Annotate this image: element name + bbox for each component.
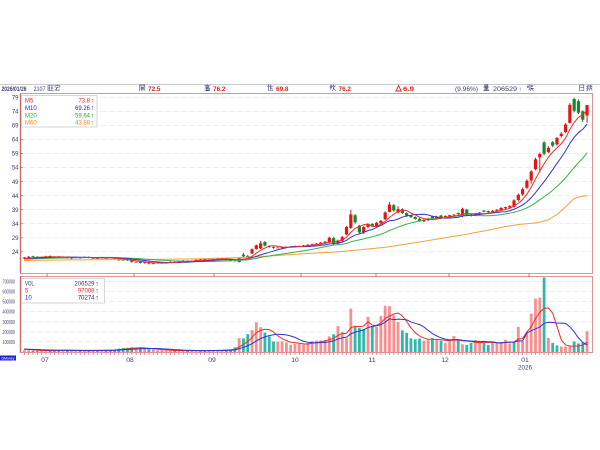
svg-text:↑: ↑ bbox=[95, 286, 99, 295]
svg-text:54: 54 bbox=[12, 166, 19, 172]
svg-text:07: 07 bbox=[41, 357, 49, 364]
svg-text:↑: ↑ bbox=[91, 96, 95, 105]
svg-text:DMoney: DMoney bbox=[2, 356, 15, 361]
svg-text:29: 29 bbox=[12, 236, 19, 242]
svg-text:09: 09 bbox=[208, 357, 216, 364]
svg-text:34: 34 bbox=[12, 222, 19, 228]
svg-text:100000: 100000 bbox=[3, 340, 16, 346]
svg-text:73.8: 73.8 bbox=[78, 99, 90, 105]
svg-text:01: 01 bbox=[521, 357, 529, 364]
svg-text:74: 74 bbox=[12, 110, 19, 116]
svg-text:600000: 600000 bbox=[3, 290, 16, 296]
svg-text:69.8: 69.8 bbox=[276, 87, 289, 93]
svg-text:49: 49 bbox=[12, 180, 19, 186]
svg-text:M5: M5 bbox=[25, 99, 34, 105]
svg-text:2026: 2026 bbox=[518, 365, 532, 372]
svg-text:700000: 700000 bbox=[3, 280, 16, 286]
svg-text:72.5: 72.5 bbox=[148, 87, 161, 93]
svg-text:200000: 200000 bbox=[3, 330, 16, 336]
svg-text:6.9: 6.9 bbox=[403, 87, 415, 93]
svg-text:70274: 70274 bbox=[78, 296, 95, 302]
svg-text:59: 59 bbox=[12, 152, 19, 158]
svg-text:69.26: 69.26 bbox=[75, 106, 91, 112]
svg-text:43.88: 43.88 bbox=[75, 121, 91, 127]
svg-text:M10: M10 bbox=[25, 106, 37, 112]
svg-text:500000: 500000 bbox=[3, 300, 16, 306]
svg-text:79: 79 bbox=[12, 95, 19, 101]
svg-text:(9.96%): (9.96%) bbox=[455, 87, 478, 93]
svg-text:2026/01/26: 2026/01/26 bbox=[2, 87, 28, 93]
svg-text:↑: ↑ bbox=[95, 293, 99, 302]
svg-text:97008: 97008 bbox=[78, 289, 95, 295]
svg-text:10: 10 bbox=[25, 296, 32, 302]
svg-text:↑: ↑ bbox=[91, 118, 95, 127]
svg-text:69: 69 bbox=[12, 124, 19, 130]
svg-text:39: 39 bbox=[12, 208, 19, 214]
svg-text:24: 24 bbox=[12, 250, 19, 256]
svg-text:400000: 400000 bbox=[3, 310, 16, 316]
svg-text:206529: 206529 bbox=[493, 87, 518, 93]
svg-text:76.2: 76.2 bbox=[339, 87, 352, 93]
svg-text:VOL: VOL bbox=[25, 282, 34, 288]
svg-text:76.2: 76.2 bbox=[213, 87, 226, 93]
svg-text:08: 08 bbox=[126, 357, 134, 364]
svg-text:64: 64 bbox=[12, 138, 19, 144]
svg-text:206529: 206529 bbox=[74, 282, 95, 288]
svg-text:44: 44 bbox=[12, 194, 19, 200]
svg-text:11: 11 bbox=[368, 357, 376, 364]
svg-text:↑: ↑ bbox=[91, 111, 95, 120]
svg-text:↑: ↑ bbox=[519, 87, 522, 93]
svg-text:M20: M20 bbox=[25, 113, 37, 119]
svg-text:M60: M60 bbox=[25, 121, 37, 127]
svg-text:300000: 300000 bbox=[3, 320, 16, 326]
svg-text:10: 10 bbox=[291, 357, 299, 364]
svg-text:59.64: 59.64 bbox=[75, 113, 91, 119]
svg-text:2107: 2107 bbox=[34, 87, 47, 93]
svg-text:↑: ↑ bbox=[91, 103, 95, 112]
svg-text:5: 5 bbox=[25, 289, 29, 295]
svg-text:12: 12 bbox=[441, 357, 449, 364]
svg-text:↑: ↑ bbox=[95, 279, 99, 288]
